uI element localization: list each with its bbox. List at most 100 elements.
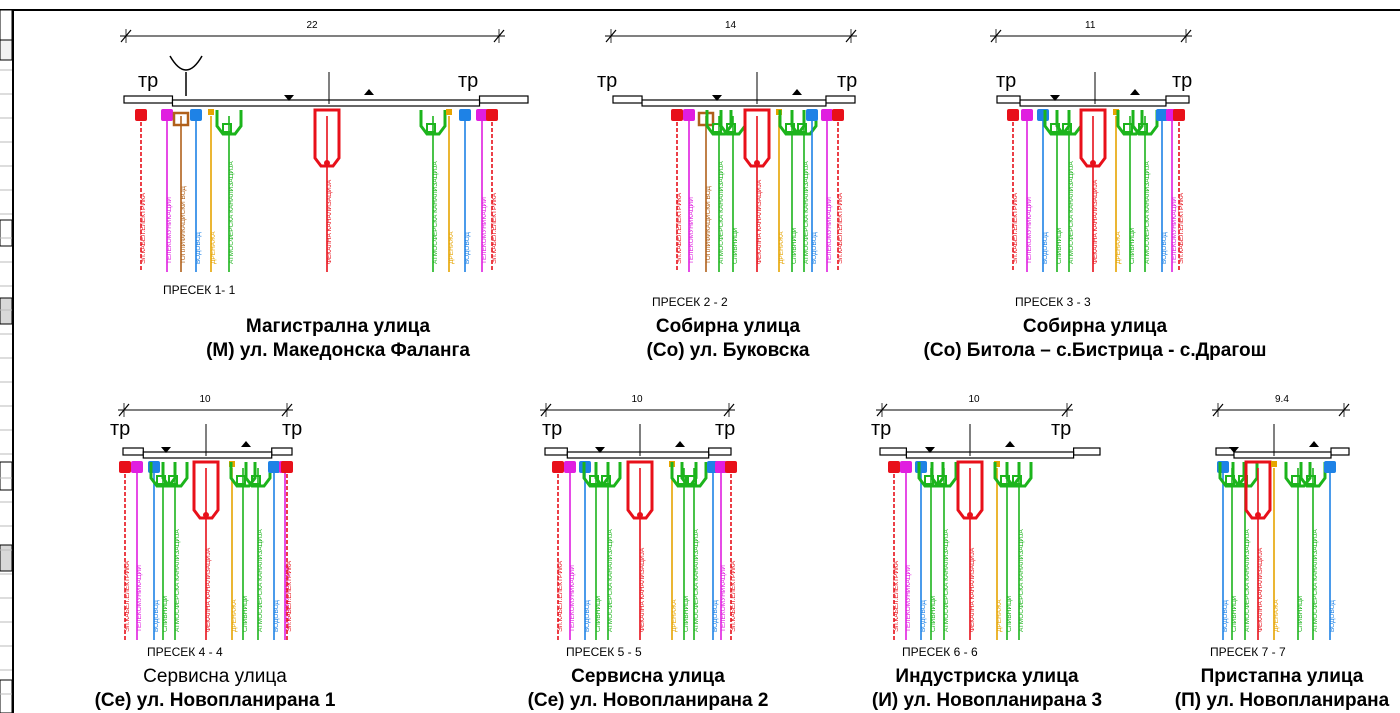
- slope-marker: [1229, 447, 1239, 453]
- sidewalk-right: [708, 447, 732, 456]
- utility-duct: [268, 461, 280, 473]
- utility-1: ЭЛ.КАБЕЛ.ЕЛЕКТРИКА: [671, 109, 683, 272]
- street-title-4-4: Сервисна улица (Се) ул. Новопланирана 1: [95, 665, 336, 713]
- utility-label: АТМОСФЕРСКА КАНАЛИЗАЦИЈА: [1018, 529, 1025, 632]
- street-title-6-6: Индустриска улица (И) ул. Новопланирана …: [872, 665, 1102, 713]
- cross-section-1-1: ЭЛ.КАБЕЛ.ЕЛЕКТРИКА ТЕЛЕКОМУНИКАЦИИ ТОПЛИФИ…: [120, 29, 529, 272]
- cross-section-3-3: ЭЛ.КАБЕЛ.ЕЛЕКТРИКА ТЕЛЕКОМУНИКАЦИИ ВОДОВОД…: [990, 29, 1192, 272]
- utility-duct: [900, 461, 912, 473]
- utility-label: ВОДОВОД: [1042, 231, 1049, 264]
- utility-duct: [1037, 109, 1049, 121]
- street-type-5-5: Сервисна улица: [571, 666, 725, 687]
- utility-label: СЛИВНИЦИ: [595, 595, 602, 632]
- utility-9: ДРЕНАЖА: [446, 109, 455, 272]
- storm-pipe: [937, 475, 947, 485]
- sidewalk-right: [1330, 447, 1350, 456]
- tr-label-left-4-4: тр: [110, 418, 131, 440]
- utility-7: ДРЕНАЖА: [994, 461, 1003, 640]
- utility-label: АТМОСФЕРСКА КАНАЛИЗАЦИЈА: [943, 529, 950, 632]
- utility-label: ВОДОВОД: [464, 231, 471, 264]
- cross-section-4-4: ЭЛ.КАБЕЛ.ЕЛЕКТРИКА ТЕЛЕКОМУНИКАЦИИ ВОДОВОД…: [118, 403, 293, 640]
- sidewalk-right: [478, 95, 529, 104]
- street-type-7-7: Пристапна улица: [1200, 666, 1364, 687]
- storm-pipe: [1123, 123, 1133, 133]
- utility-12: ЭЛ.КАБЕЛ.ЕЛЕКТРИКА: [1173, 109, 1185, 272]
- street-name-2-2: (Со) ул. Буковска: [646, 340, 810, 361]
- sewer-pipe: [967, 512, 973, 518]
- tr-label-left-2-2: тр: [597, 70, 618, 92]
- utility-5: ДРЕНАЖА: [208, 109, 217, 272]
- cross-section-5-5: ЭЛ.КАБЕЛ.ЕЛЕКТРИКА ТЕЛЕКОМУНИКАЦИИ ВОДОВОД…: [540, 403, 737, 640]
- utility-label: ТОПЛИФИКАЦИСКИ ВОД: [705, 185, 712, 264]
- tr-label-left-1-1: тр: [138, 70, 159, 92]
- storm-pipe: [601, 475, 611, 485]
- sidewalk-left: [544, 447, 568, 456]
- section-label-7-7: ПРЕСЕК 7 - 7: [1210, 645, 1286, 659]
- storm-inlet: [1131, 110, 1159, 136]
- drawing-frame: [0, 9, 1400, 713]
- utility-duct: [683, 109, 695, 121]
- utility-label: СЛИВНИЦИ: [1006, 595, 1013, 632]
- utility-duct: [1173, 109, 1185, 121]
- slope-marker: [364, 89, 374, 95]
- tr-label-right-4-4: тр: [282, 418, 303, 440]
- utility-label: СЛИВНИЦИ: [791, 227, 798, 264]
- utility-duct: [832, 109, 844, 121]
- storm-pipe: [222, 123, 232, 133]
- slope-marker: [161, 447, 171, 453]
- utility-label: АТМОСФЕРСКА КАНАЛИЗАЦИЈА: [718, 161, 725, 264]
- utility-label: ВОДОВОД: [195, 231, 202, 264]
- dimension-label-4-4: 10: [199, 394, 211, 405]
- utility-label: ВОДОВОД: [712, 599, 719, 632]
- storm-pipe: [1138, 123, 1148, 133]
- utility-7: ФЕКАЛНА КАНАЛИЗАЦИЈА: [313, 108, 341, 272]
- utility-2: ТЕЛЕКОМУНИКАЦИИ: [161, 109, 173, 272]
- utility-7: ДРЕНАЖА: [776, 109, 785, 272]
- sewer-pipe: [324, 160, 330, 166]
- utility-label: ВОДОВОД: [153, 599, 160, 632]
- utility-label: АТМОСФЕРСКА КАНАЛИЗАЦИЈА: [1068, 161, 1075, 264]
- utility-label: АТМОСФЕРСКА КАНАЛИЗАЦИЈА: [432, 161, 439, 264]
- utility-1: ЭЛ.КАБЕЛ.ЕЛЕКТРИКА: [552, 461, 564, 640]
- slope-marker: [712, 95, 722, 101]
- frame-box-2: [0, 219, 13, 247]
- utility-8: АТМОСФЕРСКА КАНАЛИЗАЦИЈА: [419, 110, 447, 272]
- storm-inlet: [594, 462, 622, 488]
- utility-6: ФЕКАЛНА КАНАЛИЗАЦИЈА: [192, 460, 220, 640]
- storm-pipe: [1291, 475, 1301, 485]
- storm-inlet: [419, 110, 447, 136]
- utility-3: ВОДОВОД: [915, 461, 927, 640]
- carriageway: [905, 451, 1075, 459]
- carriageway: [171, 99, 481, 107]
- tr-label-left-6-6: тр: [871, 418, 892, 440]
- storm-inlet: [680, 462, 708, 488]
- storm-inlet: [244, 462, 272, 488]
- utility-duct: [1007, 109, 1019, 121]
- carriageway: [1233, 451, 1332, 459]
- utility-label: АТМОСФЕРСКА КАНАЛИЗАЦИЈА: [228, 161, 235, 264]
- utility-label: ВОДОВОД: [1161, 231, 1168, 264]
- sidewalk-right: [1165, 95, 1190, 104]
- utility-duct: [671, 109, 683, 121]
- utility-label: ЭЛ.КАБЕЛ.ЕЛЕКТРИКА: [491, 192, 498, 264]
- utility-duct: [459, 109, 471, 121]
- dimension-label-2-2: 14: [725, 20, 737, 31]
- utility-12: ЭЛ.КАБЕЛ.ЕЛЕКТРИКА: [832, 109, 844, 272]
- utility-label: АТМОСФЕРСКА КАНАЛИЗАЦИЈА: [257, 529, 264, 632]
- utility-3: ТОПЛИФИКАЦИСКИ ВОД: [172, 111, 190, 272]
- street-name-1-1: (М) ул. Македонска Фаланга: [206, 340, 470, 361]
- street-title-2-2: Собирна улица (Со) ул. Буковска: [647, 315, 810, 363]
- utility-label: ЭЛ.КАБЕЛ.ЕЛЕКТРИКА: [286, 560, 293, 632]
- dimension-label-7-7: 9.4: [1275, 394, 1289, 405]
- sewer-manhole: [743, 108, 771, 168]
- utility-label: ДРЕНАЖА: [1273, 599, 1280, 632]
- slope-marker: [792, 89, 802, 95]
- utility-2: ТЕЛЕКОМУНИКАЦИИ: [683, 109, 695, 272]
- utility-duct: [1324, 461, 1336, 473]
- frame-box-6: [0, 679, 13, 713]
- storm-pipe: [1012, 475, 1022, 485]
- street-name-3-3: (Со) Битола – с.Бистрица - с.Драгош: [923, 340, 1267, 361]
- slope-marker: [1130, 89, 1140, 95]
- utility-label: СЛИВНИЦИ: [1129, 227, 1136, 264]
- utility-3: ВОДОВОД: [579, 461, 591, 640]
